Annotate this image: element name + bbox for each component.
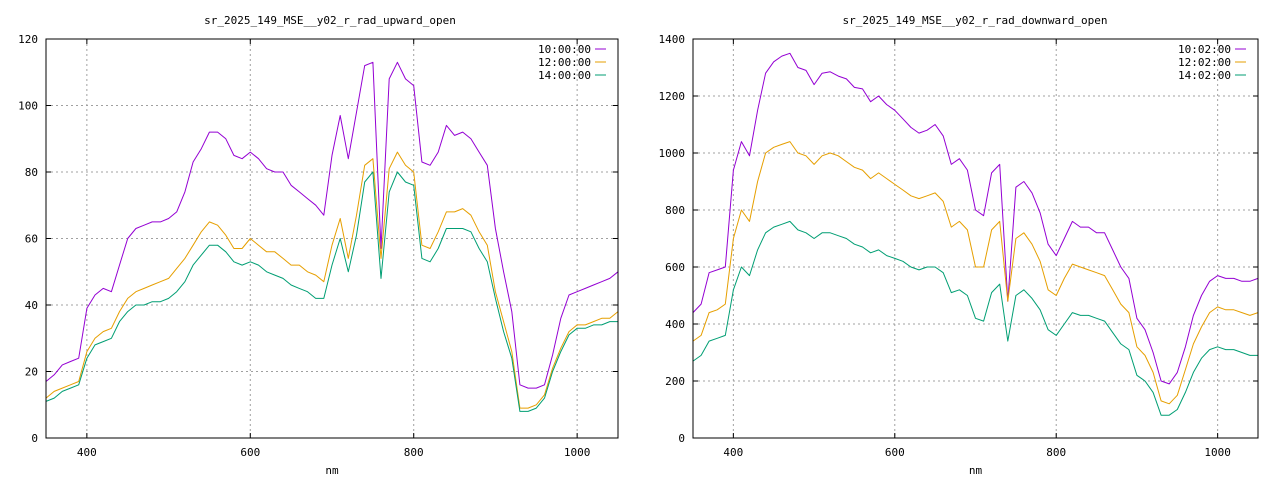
series-line-14:00:00 (45, 171, 618, 412)
y-tick-label: 0 (678, 432, 685, 445)
y-tick-label: 100 (18, 100, 38, 113)
x-tick-label: 1000 (1204, 446, 1231, 459)
chart-panel-1: sr_2025_149_MSE__y02_r_rad_upward_open 0 2… (18, 14, 619, 477)
y-tick-label: 20 (25, 366, 38, 379)
x-tick-label: 400 (723, 446, 743, 459)
y-tick-label: 40 (25, 299, 38, 312)
legend-label: 14:00:00 (538, 69, 591, 82)
series-line-12:00:00 (45, 151, 619, 409)
chart-title: sr_2025_149_MSE__y02_r_rad_upward_open (204, 14, 456, 27)
series-line-10:02:00 (692, 52, 1259, 385)
x-axis-label: nm (325, 464, 339, 477)
x-tick-label: 800 (1046, 446, 1066, 459)
x-tick-label: 600 (885, 446, 905, 459)
plot-frame (692, 38, 1259, 439)
y-tick-label: 0 (31, 432, 38, 445)
x-axis-label: nm (969, 464, 983, 477)
y-tick-label: 400 (665, 318, 685, 331)
chart-title: sr_2025_149_MSE__y02_r_rad_downward_open (843, 14, 1108, 27)
y-tick-label: 600 (665, 261, 685, 274)
y-tick-label: 1000 (659, 147, 686, 160)
x-tick-label: 600 (240, 446, 260, 459)
series-line-12:02:00 (692, 141, 1259, 405)
chart-panel-2: sr_2025_149_MSE__y02_r_rad_downward_open… (659, 14, 1259, 477)
y-tick-label: 80 (25, 166, 38, 179)
series-line-14:02:00 (692, 220, 1258, 416)
y-tick-label: 1400 (659, 33, 686, 46)
x-tick-label: 400 (77, 446, 97, 459)
y-tick-label: 800 (665, 204, 685, 217)
legend-label: 10:02:00 (1178, 43, 1231, 56)
y-tick-label: 120 (18, 33, 38, 46)
y-tick-label: 200 (665, 375, 685, 388)
y-tick-label: 60 (25, 233, 38, 246)
legend-label: 12:00:00 (538, 56, 591, 69)
legend-label: 12:02:00 (1178, 56, 1231, 69)
legend-label: 10:00:00 (538, 43, 591, 56)
x-tick-label: 1000 (564, 446, 591, 459)
legend-label: 14:02:00 (1178, 69, 1231, 82)
series-line-10:00:00 (45, 61, 619, 389)
y-tick-label: 1200 (659, 90, 686, 103)
plot-frame (45, 38, 619, 439)
x-tick-label: 800 (404, 446, 424, 459)
